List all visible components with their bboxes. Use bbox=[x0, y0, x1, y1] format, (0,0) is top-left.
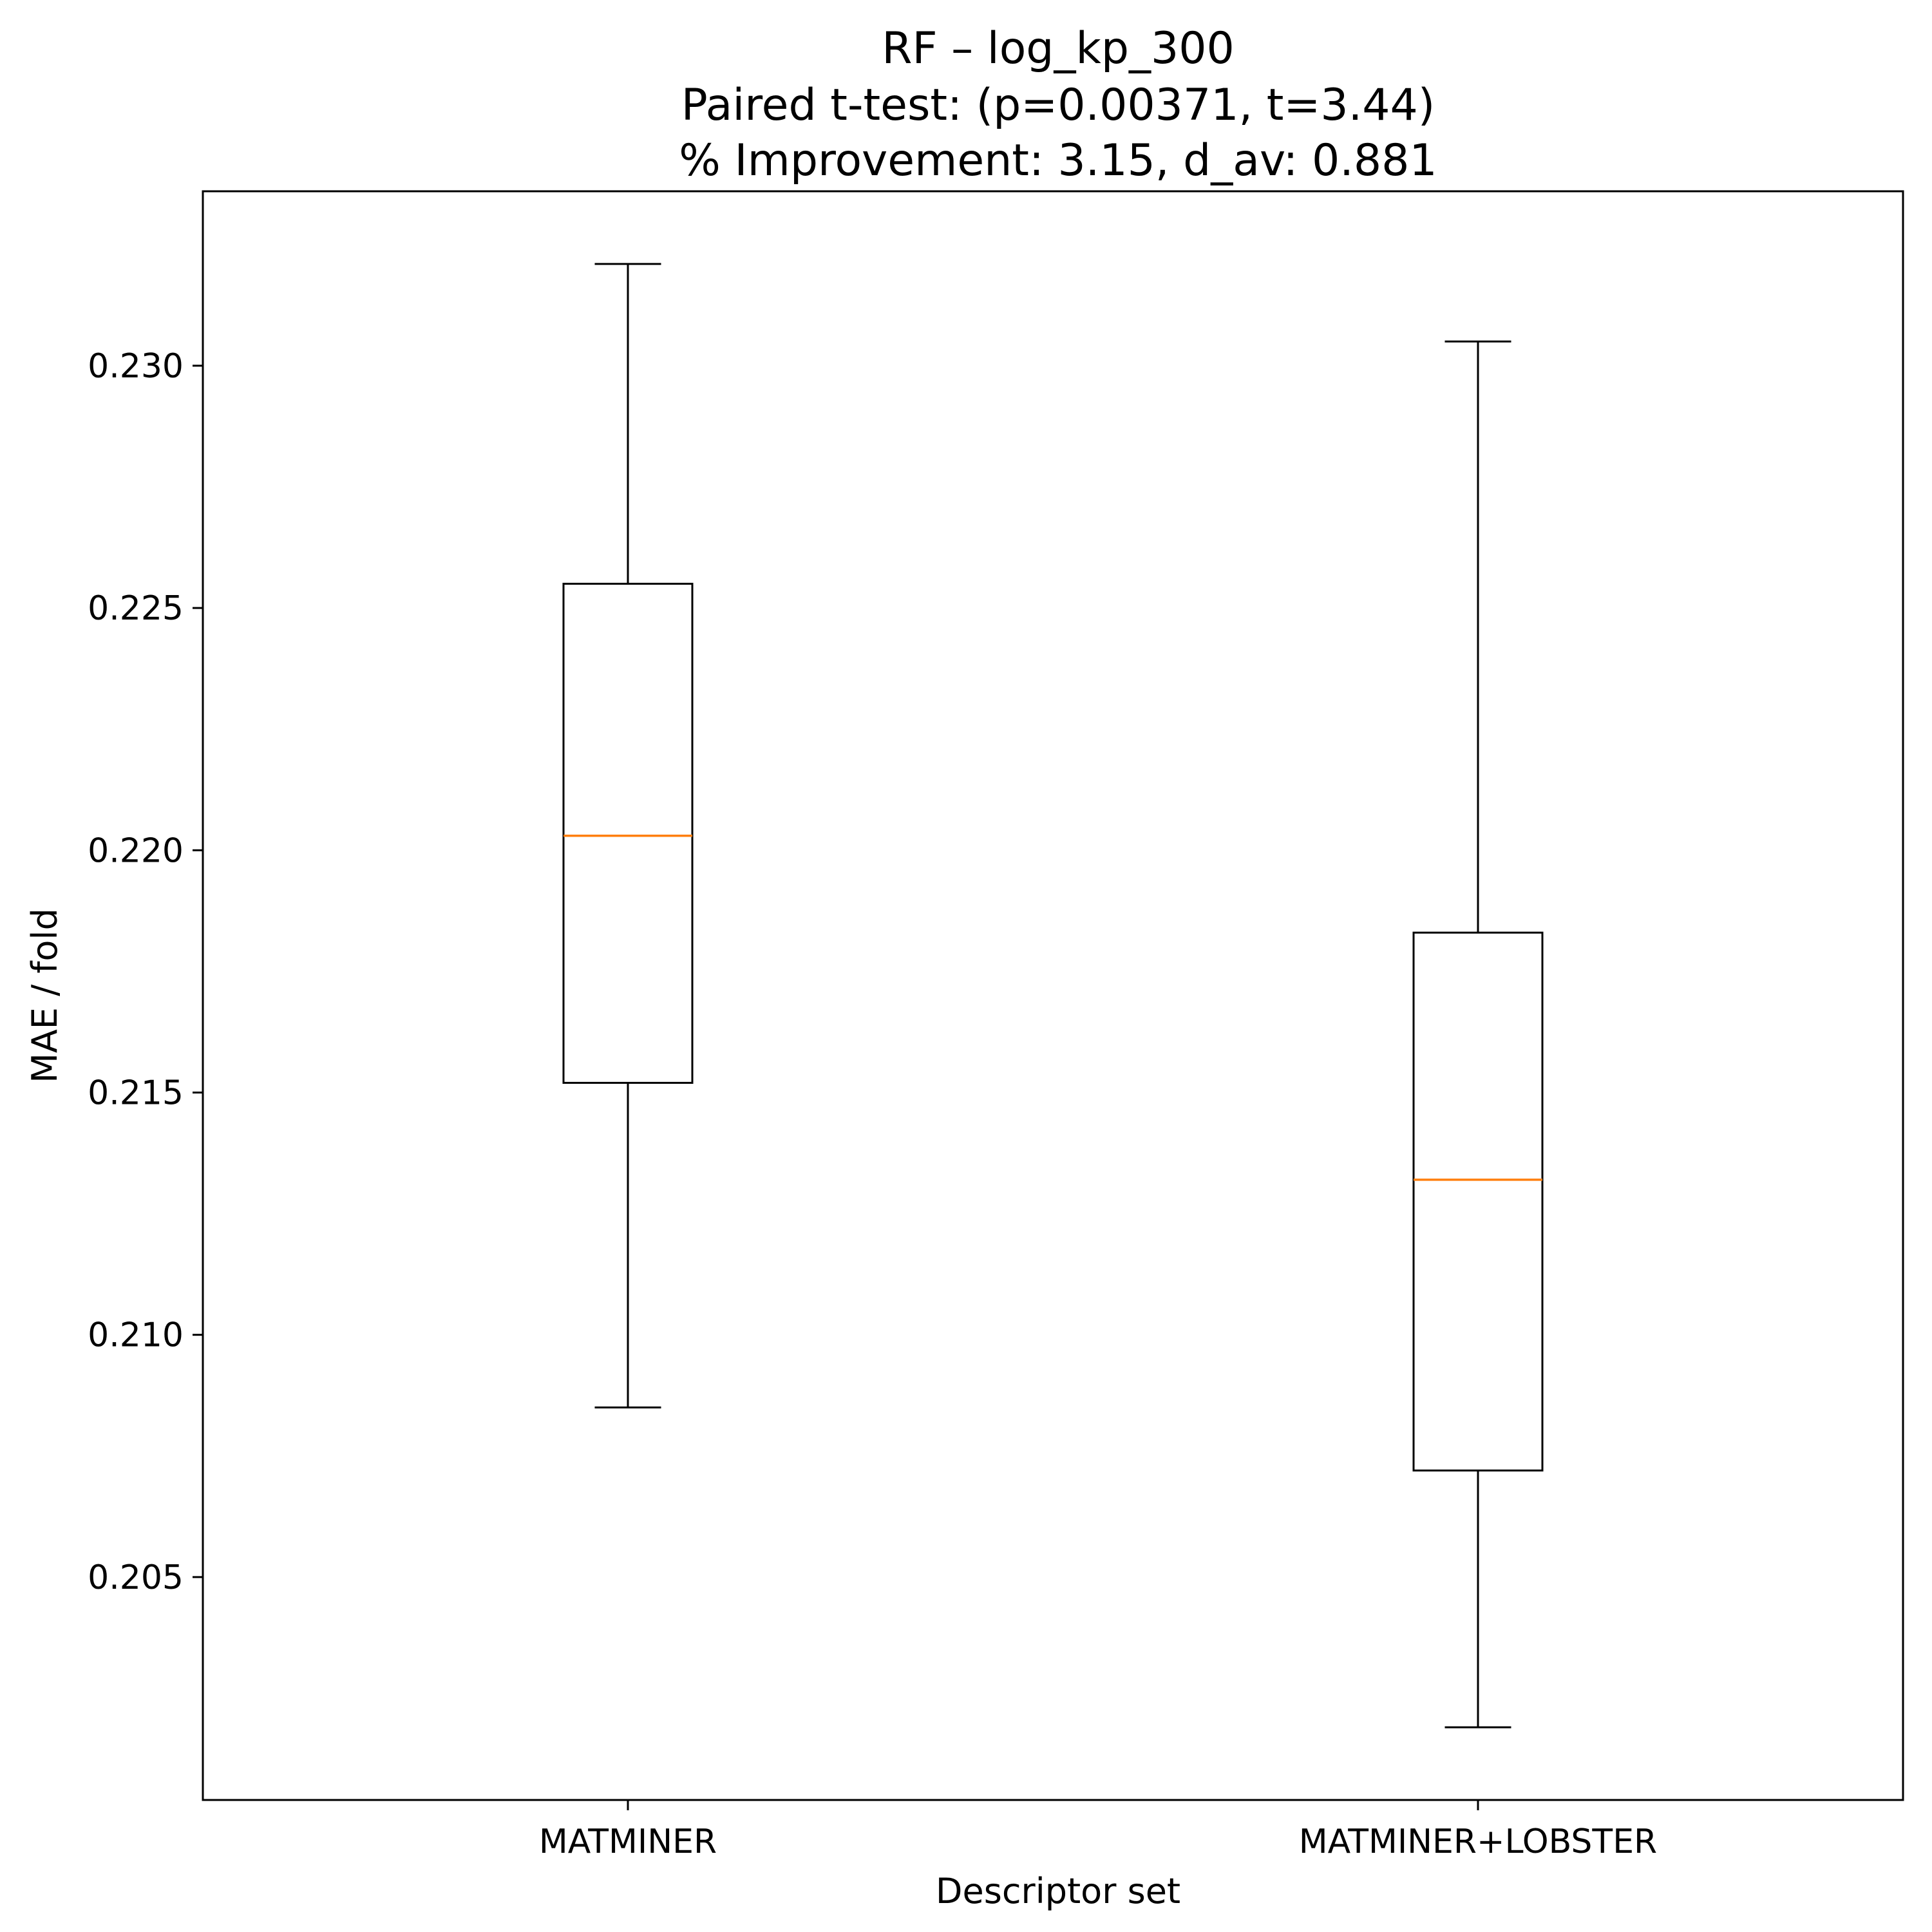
chart-title: RF – log_kp_300 bbox=[882, 23, 1235, 74]
y-tick-label: 0.205 bbox=[88, 1558, 184, 1597]
x-tick-label: MATMINER bbox=[539, 1823, 717, 1861]
y-tick-label: 0.215 bbox=[88, 1074, 184, 1112]
y-tick-label: 0.230 bbox=[88, 347, 184, 386]
y-axis-label: MAE / fold bbox=[24, 908, 65, 1083]
box-matminer-lobster bbox=[1412, 340, 1544, 1728]
x-axis-ticks: MATMINER MATMINER+LOBSTER bbox=[539, 1800, 1657, 1861]
chart-title-block: RF – log_kp_300 Paired t-test: (p=0.0037… bbox=[679, 23, 1437, 186]
box-matminer bbox=[562, 263, 694, 1409]
y-axis-ticks: 0.205 0.210 0.215 0.220 0.225 0.230 bbox=[88, 347, 203, 1597]
chart-subtitle-improvement: % Improvement: 3.15, d_av: 0.881 bbox=[679, 135, 1437, 186]
y-tick-label: 0.220 bbox=[88, 831, 184, 870]
x-tick-label: MATMINER+LOBSTER bbox=[1299, 1823, 1657, 1861]
y-tick-label: 0.225 bbox=[88, 589, 184, 628]
axes-frame bbox=[202, 190, 1904, 1801]
iqr-box bbox=[562, 582, 694, 1084]
x-axis-label: Descriptor set bbox=[936, 1871, 1180, 1911]
chart-subtitle-ttest: Paired t-test: (p=0.00371, t=3.44) bbox=[681, 80, 1435, 131]
iqr-box bbox=[1412, 931, 1544, 1472]
boxes-layer bbox=[562, 263, 1544, 1728]
y-tick-label: 0.210 bbox=[88, 1316, 184, 1355]
